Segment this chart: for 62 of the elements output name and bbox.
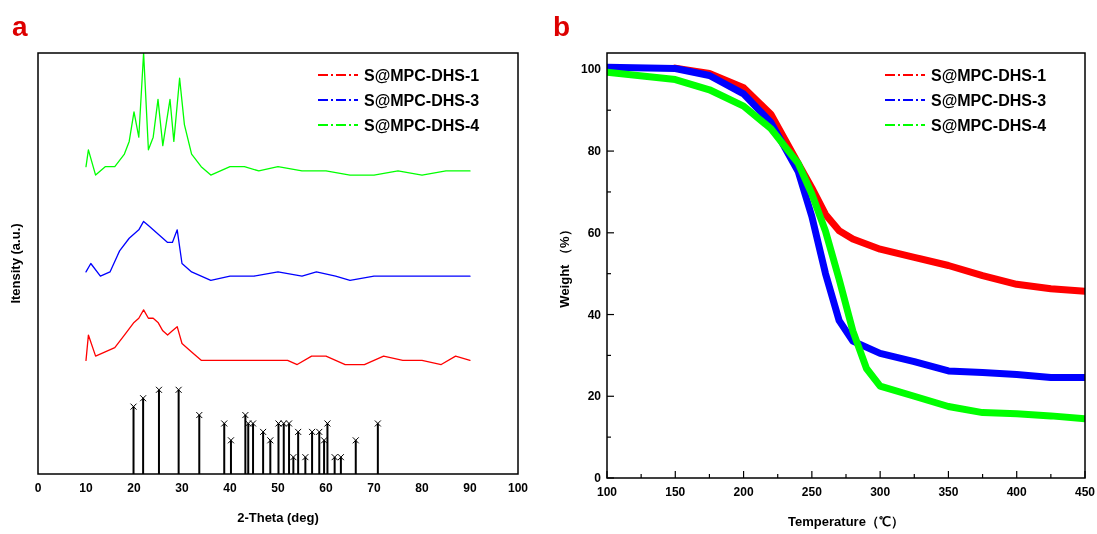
- y-tick-label: 20: [587, 389, 602, 404]
- point: [266, 436, 274, 444]
- x-tick-label: 80: [415, 481, 429, 495]
- point: [331, 453, 339, 461]
- y-tick-label: 0: [594, 471, 602, 485]
- point: [130, 403, 138, 411]
- point: [323, 419, 331, 427]
- point: [308, 428, 316, 436]
- x-tick-label: 60: [319, 481, 333, 495]
- x-tick-label: 450: [1074, 485, 1096, 499]
- y-axis-title: Weight （%）: [557, 223, 572, 308]
- point: [259, 428, 267, 436]
- point: [337, 453, 345, 461]
- point: [320, 436, 328, 444]
- y-tick-label: 80: [587, 144, 602, 159]
- point: [280, 419, 288, 427]
- point: [301, 453, 309, 461]
- y-tick-label: 40: [587, 307, 602, 322]
- x-axis-title: 2-Theta (deg): [237, 510, 319, 525]
- point: [175, 386, 183, 394]
- point: [315, 428, 323, 436]
- x-tick-label: 90: [463, 481, 477, 495]
- chart-title: b: [553, 11, 571, 42]
- x-tick-label: 100: [507, 481, 529, 495]
- point: [249, 419, 257, 427]
- legend-label: S@MPC-DHS-3: [931, 92, 1047, 109]
- x-axis-title: Temperature（℃）: [788, 514, 904, 529]
- point: [244, 419, 252, 427]
- chart-title: a: [12, 11, 28, 42]
- point: [139, 394, 147, 402]
- x-tick-label: 350: [938, 485, 959, 499]
- legend-label: S@MPC-DHS-1: [931, 67, 1047, 84]
- x-tick-label: 30: [175, 481, 189, 495]
- x-tick-label: 70: [367, 481, 381, 495]
- point: [241, 411, 249, 419]
- y-tick-label: 100: [580, 62, 602, 77]
- point: [352, 436, 360, 444]
- x-tick-label: 400: [1006, 485, 1028, 499]
- point: [294, 428, 302, 436]
- x-tick-label: 50: [271, 481, 285, 495]
- legend-label: S@MPC-DHS-1: [364, 67, 480, 84]
- x-tick-label: 250: [801, 485, 823, 499]
- y-tick-label: 60: [587, 225, 602, 240]
- x-tick-label: 300: [870, 485, 891, 499]
- x-tick-label: 150: [665, 485, 686, 499]
- x-tick-label: 40: [223, 481, 237, 495]
- point: [220, 419, 228, 427]
- point: [374, 419, 382, 427]
- point: [289, 453, 297, 461]
- x-tick-label: 20: [127, 481, 141, 495]
- point: [227, 436, 235, 444]
- x-tick-label: 200: [733, 485, 754, 499]
- legend-label: S@MPC-DHS-4: [364, 117, 480, 134]
- legend-label: S@MPC-DHS-3: [364, 92, 480, 109]
- x-tick-label: 100: [596, 485, 618, 499]
- x-tick-label: 10: [79, 481, 93, 495]
- x-tick-label: 0: [34, 481, 42, 495]
- point: [285, 419, 293, 427]
- point: [195, 411, 203, 419]
- point: [155, 386, 163, 394]
- legend-label: S@MPC-DHS-4: [931, 117, 1047, 134]
- y-axis-title: Itensity (a.u.): [8, 223, 23, 304]
